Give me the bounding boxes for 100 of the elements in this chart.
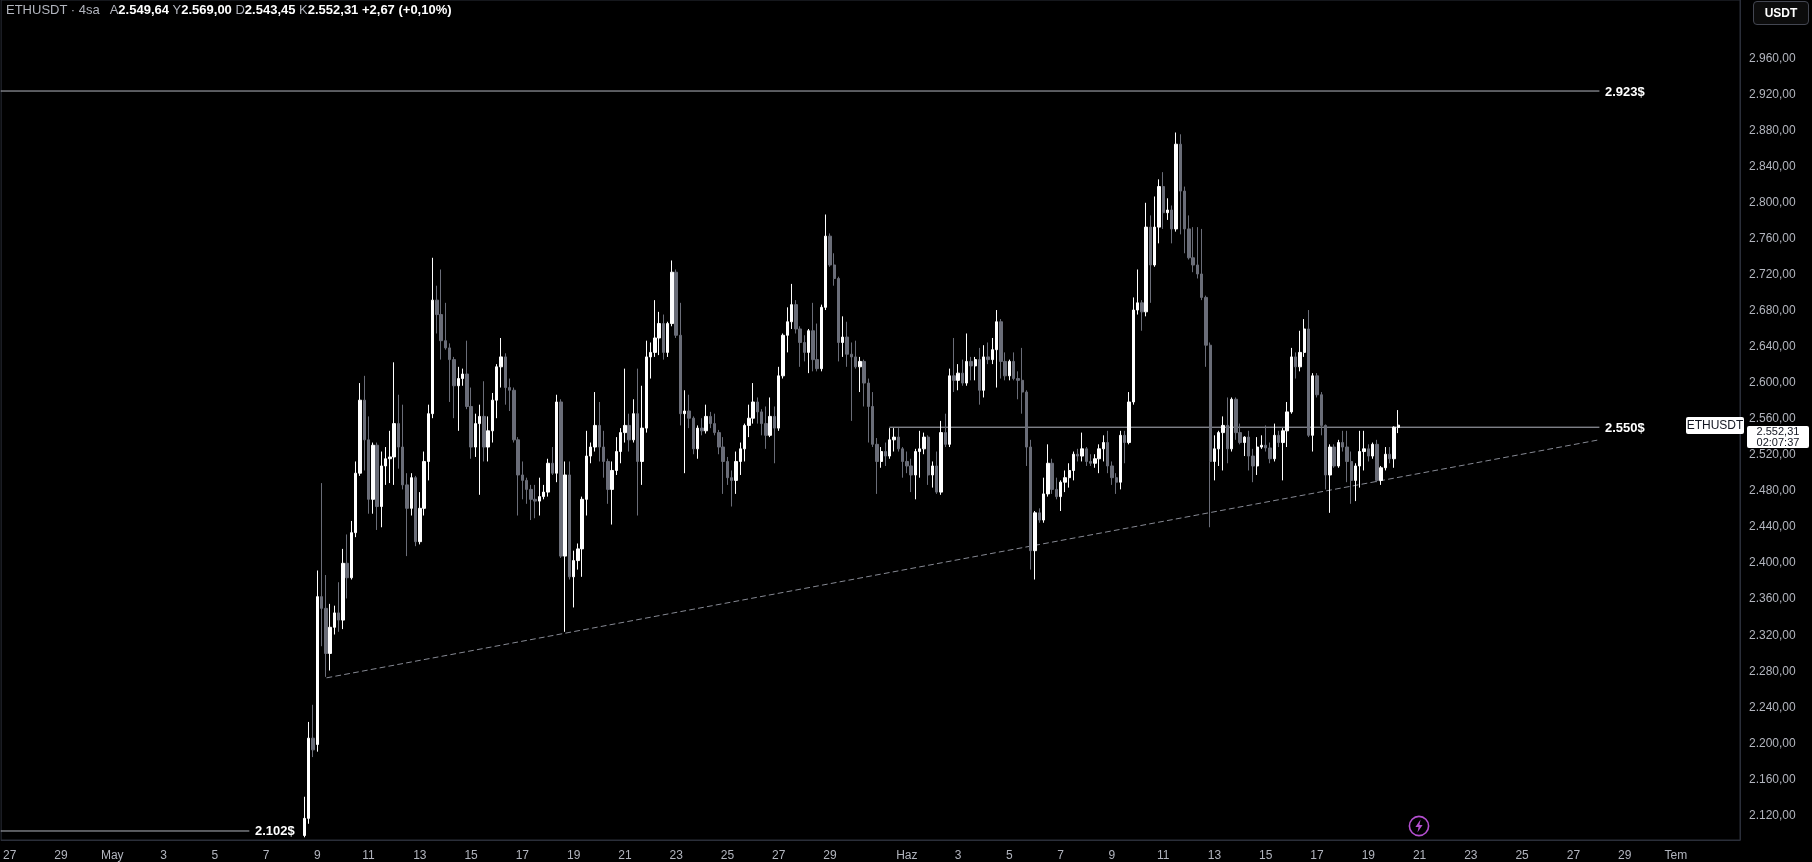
x-tick-label: 29 <box>823 848 837 862</box>
x-tick-label: 21 <box>618 848 632 862</box>
candlestick <box>700 417 704 436</box>
candlestick <box>559 398 563 559</box>
y-tick-label: 2.120,00 <box>1749 807 1797 822</box>
candlestick <box>1076 448 1079 462</box>
y-tick-label: 2.800,00 <box>1749 194 1797 209</box>
x-tick-label: 25 <box>1515 848 1530 862</box>
chart-subtitle: A2.549,64 Y2.569,00 D2.543,45 K2.552,31 +2,67 (+0,10%) <box>109 2 452 17</box>
y-tick-label: 2.480,00 <box>1749 483 1797 498</box>
x-tick-label: 5 <box>1006 848 1014 862</box>
candlestick <box>1337 439 1340 469</box>
candlestick <box>858 356 862 393</box>
candlestick <box>1388 446 1391 464</box>
candlestick <box>1174 131 1178 233</box>
candlestick <box>1273 423 1276 462</box>
y-tick-label: 2.960,00 <box>1749 50 1797 65</box>
candlestick <box>380 451 383 528</box>
candlestick <box>1085 446 1088 467</box>
x-tick-label: 13 <box>1207 848 1222 862</box>
x-tick-label: 7 <box>1057 848 1065 862</box>
candlestick <box>439 268 443 361</box>
x-tick-label: 3 <box>160 848 168 862</box>
candlestick <box>316 570 319 753</box>
x-tick-label: 11 <box>1156 848 1170 862</box>
candlestick <box>683 389 686 474</box>
candlestick <box>952 337 956 393</box>
y-tick-label: 2.880,00 <box>1749 122 1797 137</box>
candlestick <box>1294 351 1297 380</box>
x-tick-label: 19 <box>566 848 581 862</box>
candlestick <box>931 460 934 489</box>
candlestick <box>961 359 964 387</box>
y-tick-label: 2.320,00 <box>1749 627 1797 642</box>
candlestick <box>563 460 567 633</box>
x-tick-label: 23 <box>669 848 684 862</box>
x-tick-label: 25 <box>720 848 735 862</box>
candlestick <box>1162 171 1165 230</box>
y-tick-label: 2.640,00 <box>1749 339 1797 354</box>
x-tick-label: 15 <box>464 848 479 862</box>
y-tick-label: 2.840,00 <box>1749 158 1797 173</box>
candlestick <box>1311 372 1314 453</box>
candlestick <box>1332 443 1336 469</box>
candlestick <box>841 315 844 358</box>
candlestick <box>764 405 768 450</box>
candlestick <box>410 472 413 517</box>
candlestick <box>768 396 772 438</box>
candlestick <box>478 404 481 496</box>
candlestick <box>1371 442 1374 460</box>
candlestick <box>974 356 977 381</box>
x-tick-label: 27 <box>1566 848 1581 862</box>
candlestick <box>978 347 981 406</box>
candlestick <box>965 332 968 387</box>
candlestick <box>1038 507 1041 524</box>
y-tick-label: 2.200,00 <box>1749 735 1797 750</box>
candlestick <box>1307 309 1310 438</box>
y-tick-label: 2.440,00 <box>1749 519 1797 534</box>
x-tick-label: 19 <box>1361 848 1376 862</box>
y-tick-label: 2.760,00 <box>1749 230 1797 245</box>
candlestick <box>1230 396 1233 453</box>
candlestick <box>551 446 554 476</box>
candlestick <box>1166 197 1169 221</box>
candlestick <box>995 309 998 389</box>
x-tick-label: 9 <box>1108 848 1116 862</box>
candlestick <box>1050 458 1054 495</box>
candlestick <box>636 368 639 517</box>
y-tick-label: 2.560,00 <box>1749 411 1797 426</box>
candlestick <box>696 424 699 460</box>
x-tick-label: 3 <box>954 848 962 862</box>
series-label: 2.550$ <box>1605 419 1646 435</box>
candlestick <box>1256 436 1259 476</box>
y-tick-label: 2.280,00 <box>1749 663 1797 678</box>
candlestick <box>345 533 349 599</box>
x-tick-label: 23 <box>1464 848 1478 862</box>
candlestick <box>939 420 943 496</box>
candlestick <box>662 314 665 361</box>
candlestick <box>927 434 930 486</box>
candlestick <box>1367 443 1370 462</box>
candlestick <box>935 451 938 495</box>
x-tick-label: 5 <box>211 848 219 862</box>
candlestick <box>944 413 947 448</box>
candlestick <box>1213 434 1216 481</box>
y-tick-label: 2.920,00 <box>1749 86 1797 101</box>
candlestick <box>392 361 396 486</box>
x-tick-label: 29 <box>54 848 68 862</box>
y-tick-label: 2.720,00 <box>1749 266 1797 281</box>
candlestick <box>414 475 417 547</box>
candlestick <box>371 442 375 515</box>
candlestick <box>341 548 345 630</box>
candlestick <box>948 368 951 448</box>
candlestick <box>1123 430 1126 464</box>
candlestick <box>1008 359 1011 381</box>
candlestick <box>1328 443 1332 514</box>
candlestick <box>811 302 815 372</box>
y-tick-label: 2.160,00 <box>1749 771 1797 786</box>
x-tick-label: 9 <box>313 848 321 862</box>
x-tick-label: 29 <box>1617 848 1632 862</box>
candlestick <box>999 318 1003 380</box>
candlestick <box>1033 510 1037 581</box>
x-tick-label: 17 <box>515 848 530 862</box>
x-tick-label: 27 <box>2 848 17 862</box>
